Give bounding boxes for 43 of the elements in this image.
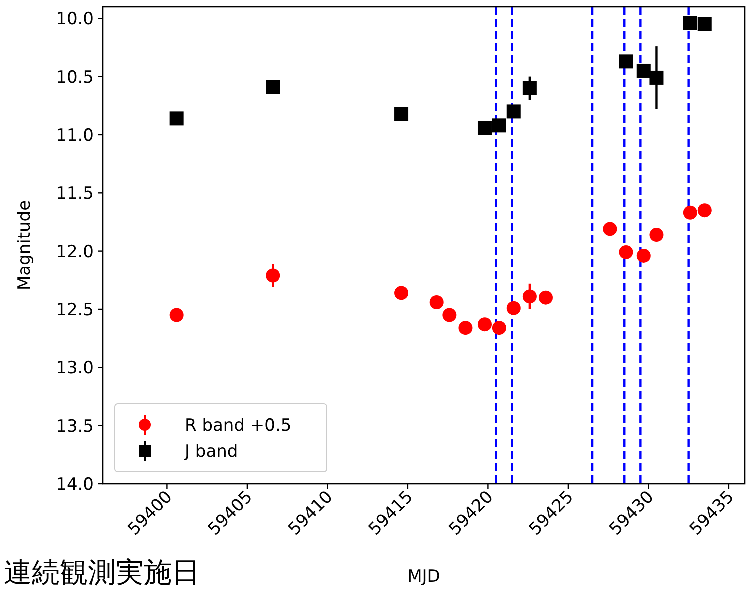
point bbox=[603, 222, 618, 236]
legend-label: J band bbox=[184, 442, 238, 462]
y-tick-label: 11.0 bbox=[56, 126, 94, 146]
y-tick-label: 13.5 bbox=[56, 416, 94, 437]
y-tick-label: 10.5 bbox=[56, 68, 94, 88]
point bbox=[478, 318, 492, 332]
y-axis-title: Magnitude bbox=[15, 200, 35, 291]
y-tick-label: 14.0 bbox=[56, 475, 94, 495]
point bbox=[458, 321, 473, 336]
point bbox=[266, 268, 280, 283]
point bbox=[492, 118, 506, 133]
y-tick-label: 10.0 bbox=[56, 10, 94, 30]
point bbox=[430, 296, 444, 310]
y-tick-label: 12.0 bbox=[56, 242, 94, 262]
point bbox=[538, 290, 553, 305]
point bbox=[522, 81, 537, 96]
point bbox=[619, 54, 634, 69]
point bbox=[636, 64, 651, 78]
point bbox=[394, 286, 409, 300]
point bbox=[266, 80, 280, 94]
y-tick-label: 11.5 bbox=[56, 184, 94, 204]
point bbox=[506, 301, 521, 316]
point bbox=[619, 245, 634, 260]
x-axis-title: MJD bbox=[408, 567, 440, 587]
point bbox=[394, 107, 409, 122]
legend-label: R band +0.5 bbox=[185, 416, 292, 436]
point bbox=[492, 321, 506, 336]
y-tick-label: 13.0 bbox=[56, 358, 94, 379]
point bbox=[170, 112, 184, 126]
point bbox=[683, 16, 698, 30]
text: 連続観測実施日 bbox=[4, 556, 200, 589]
point bbox=[522, 290, 537, 304]
point bbox=[698, 17, 712, 32]
point bbox=[698, 204, 712, 218]
point bbox=[650, 228, 664, 242]
point bbox=[636, 248, 651, 263]
y-tick-label: 12.5 bbox=[56, 300, 94, 320]
point bbox=[683, 206, 698, 220]
point bbox=[170, 308, 184, 322]
point bbox=[478, 120, 492, 135]
point bbox=[650, 70, 664, 85]
point bbox=[506, 104, 521, 119]
point bbox=[442, 308, 457, 322]
